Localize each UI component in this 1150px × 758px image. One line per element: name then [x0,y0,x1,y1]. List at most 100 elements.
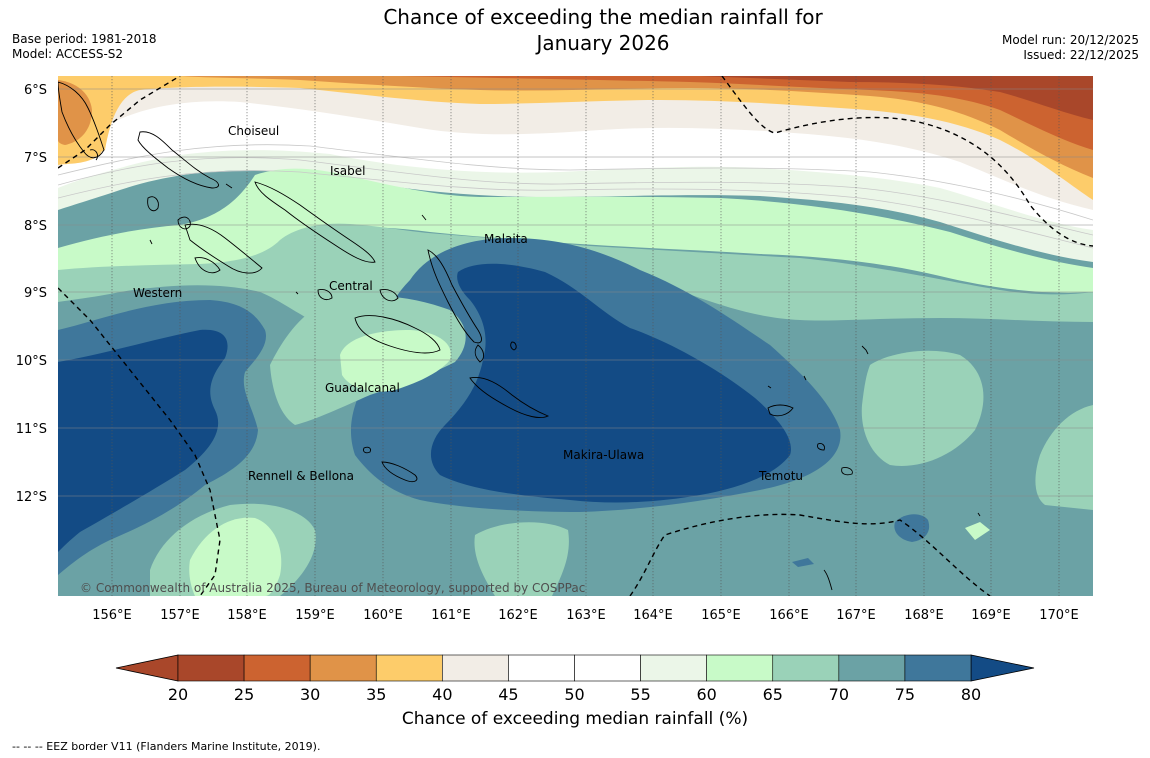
colorbar-tick-label: 75 [895,685,915,704]
field-60-65-southwest [189,517,282,596]
colorbar-segment [640,654,707,682]
island-small-9 [295,291,299,295]
field-80-plus-west [58,329,228,552]
colorbar-segment [442,654,509,682]
island-bellona [363,446,371,454]
latitude-axis: 6°S 7°S 8°S 9°S 10°S 11°S 12°S [16,83,47,505]
rainfall-map: Choiseul Isabel Malaita Central Western … [58,76,1093,596]
lon-label: 166°E [769,608,809,623]
field-80-plus-central [430,263,791,503]
colorbar-segment [706,654,774,682]
field-60-65-guadalcanal-core [340,330,451,392]
field-20-25-band [700,76,1093,120]
island-rennell [381,461,418,483]
island-santa-isabel [254,181,376,263]
map-title: Chance of exceeding the median rainfall … [300,4,906,56]
island-nggela [317,289,333,301]
lon-label: 162°E [498,608,538,623]
lat-label: 11°S [16,422,47,437]
lon-label: 157°E [160,608,200,623]
island-makira [469,377,550,419]
island-new-georgia [184,223,263,274]
colorbar-tick-label: 60 [696,685,716,704]
colorbar-tick-label: 70 [829,685,849,704]
lon-label: 164°E [633,608,673,623]
colorbar-segment [177,654,245,682]
lat-label: 8°S [24,219,47,234]
model-info: Base period: 1981-2018 Model: ACCESS-S2 [12,32,157,62]
field-60-65-band [58,168,1093,293]
island-small-6 [421,214,427,221]
title-line-2: January 2026 [536,31,670,55]
field-25-30-nw [58,80,92,145]
model-run-date: Model run: 20/12/2025 [1001,33,1139,47]
colorbar-segment [309,654,377,682]
colorbar: 20 25 30 35 40 45 50 55 60 65 70 75 80 [115,654,1035,704]
colorbar-tick-label: 20 [168,685,188,704]
latitude-lines [58,88,1093,497]
island-rendova [194,257,221,274]
field-35-40-band [58,76,1093,200]
issued-date: Issued: 22/12/2025 [1023,48,1139,62]
field-65-70-east-spot [965,522,990,540]
region-label-guadalcanal: Guadalcanal [325,381,400,395]
lon-label: 161°E [431,608,471,623]
island-small-malaita [474,344,485,363]
region-label-central: Central [329,279,373,293]
field-65-70-southeast [1035,405,1093,510]
island-small-5 [977,512,981,517]
island-small-1 [861,345,869,355]
island-bougainville [58,81,105,159]
lon-label: 168°E [904,608,944,623]
region-label-malaita: Malaita [484,232,528,246]
region-label-temotu: Temotu [758,469,803,483]
colorbar-title: Chance of exceeding median rainfall (%) [401,709,749,729]
colorbar-segment [574,654,641,682]
region-label-isabel: Isabel [330,164,365,178]
field-75-80-south-spot [792,558,814,567]
colorbar-tick-label: 25 [234,685,254,704]
colorbar-segment [243,654,311,682]
eez-footnote: -- -- -- EEZ border V11 (Flanders Marine… [12,740,321,753]
coastlines [58,81,981,591]
colorbar-segment [838,654,906,682]
model-name: Model: ACCESS-S2 [12,47,124,61]
lon-label: 165°E [701,608,741,623]
island-ulawa [510,341,517,351]
lon-label: 158°E [227,608,267,623]
contour-lines [58,144,1093,249]
title-line-1: Chance of exceeding the median rainfall … [383,5,823,29]
lon-label: 159°E [295,608,335,623]
lat-label: 6°S [24,83,47,98]
field-65-70-east [861,350,984,466]
island-guadalcanal [354,315,441,354]
lat-label: 12°S [16,490,47,505]
island-kolombangara [177,216,191,230]
colorbar-tick-label: 35 [366,685,386,704]
island-santa-cruz [767,404,794,417]
run-info: Model run: 20/12/2025 Issued: 22/12/2025 [1002,33,1139,63]
lon-label: 160°E [363,608,403,623]
colorbar-segments [177,654,972,682]
island-small-4 [823,569,833,591]
colorbar-tick-label: 30 [300,685,320,704]
lon-label: 163°E [566,608,606,623]
island-small-8 [225,183,233,189]
longitude-axis: 156°E 157°E 158°E 159°E 160°E 161°E 162°… [92,608,1079,623]
island-vanikoro [841,467,853,476]
base-period: Base period: 1981-2018 [12,32,157,46]
lon-label: 156°E [92,608,132,623]
colorbar-segment [772,654,840,682]
colorbar-segment [904,654,972,682]
colorbar-tick-label: 50 [564,685,584,704]
island-vella-lavella [147,196,159,212]
colorbar-tick-label: 45 [498,685,518,704]
island-small-7 [89,149,99,161]
island-small-2 [803,375,807,381]
lon-label: 170°E [1039,608,1079,623]
lat-label: 7°S [24,151,47,166]
lat-label: 10°S [16,354,47,369]
region-label-rennell-bellona: Rennell & Bellona [248,469,354,483]
copyright-notice: © Commonwealth of Australia 2025, Bureau… [80,581,585,595]
